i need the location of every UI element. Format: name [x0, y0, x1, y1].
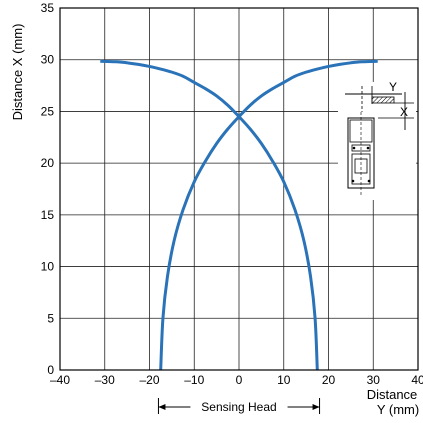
x-tick-label: 0 — [236, 373, 243, 387]
inset-sensor-dot-1 — [352, 146, 356, 150]
y-tick-label: 15 — [41, 208, 55, 222]
x-tick-labels: –40 –30 –20 –10 0 10 20 30 40 — [50, 373, 423, 387]
x-tick-label: –20 — [139, 373, 159, 387]
y-axis-title: Distance X (mm) — [10, 24, 25, 121]
inset-sensor-screw-2 — [367, 179, 371, 183]
x-axis-title-line2: Y (mm) — [377, 402, 419, 417]
x-tick-label: –40 — [50, 373, 70, 387]
series-curve-2 — [100, 59, 319, 371]
series-curve-1 — [159, 59, 378, 371]
inset-target-hatched — [371, 96, 395, 104]
x-tick-label: 10 — [277, 373, 291, 387]
inset-sensor-slot — [354, 158, 368, 174]
y-tick-label: 35 — [41, 1, 55, 15]
sensing-head-label: Sensing Head — [201, 400, 276, 414]
x-tick-label: 40 — [411, 373, 423, 387]
x-axis-title-line1: Distance — [367, 387, 418, 402]
y-tick-label: 5 — [47, 311, 54, 325]
x-tick-label: –10 — [184, 373, 204, 387]
y-tick-label: 25 — [41, 104, 55, 118]
inset-label-y: Y — [389, 80, 397, 94]
inset-sensor-dot-2 — [366, 146, 370, 150]
sensing-head-right-arrowhead — [312, 404, 320, 410]
y-tick-labels: 0 5 10 15 20 25 30 35 — [41, 1, 55, 377]
inset-sensor-screw-1 — [351, 179, 355, 183]
y-tick-label: 20 — [41, 156, 55, 170]
sensor-inset-diagram: Y X — [338, 80, 416, 200]
curves — [100, 59, 378, 371]
sensing-head-left-arrowhead — [158, 404, 166, 410]
x-tick-label: 20 — [322, 373, 336, 387]
y-tick-label: 30 — [41, 53, 55, 67]
inset-label-x: X — [400, 105, 408, 119]
sensing-head-annotation: Sensing Head — [157, 398, 321, 414]
x-tick-label: 30 — [367, 373, 381, 387]
plot-frame — [59, 7, 419, 371]
y-tick-label: 0 — [47, 363, 54, 377]
x-tick-label: –30 — [95, 373, 115, 387]
y-tick-label: 10 — [41, 260, 55, 274]
